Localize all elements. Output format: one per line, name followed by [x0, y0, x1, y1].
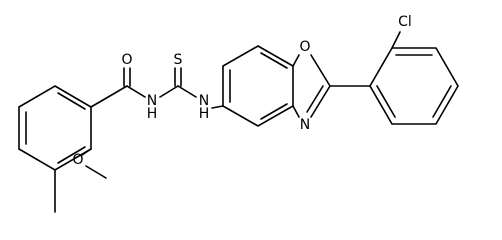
bond: [432, 85, 452, 118]
atom-label: O: [299, 39, 310, 55]
bond: [306, 85, 324, 113]
bond: [292, 105, 300, 118]
atom-label: N: [199, 93, 209, 109]
atom-labels: O H N S H N O N Cl O: [72, 14, 411, 168]
atom-label: O: [121, 52, 132, 68]
atom-label: H: [199, 106, 210, 122]
bond: [57, 92, 86, 110]
atom-label: N: [300, 117, 310, 133]
bond: [391, 31, 401, 49]
bonds: [18, 31, 459, 213]
bond: [292, 54, 300, 67]
bond: [260, 52, 288, 69]
bond: [57, 146, 86, 164]
atom-label: O: [72, 152, 83, 168]
bond: [81, 148, 92, 156]
bond: [310, 54, 331, 87]
bond: [126, 85, 146, 98]
bond: [85, 165, 107, 179]
atom-label: H: [147, 106, 158, 122]
molecule-diagram: O H N S H N O N Cl O: [18, 14, 459, 213]
atom-label: N: [147, 93, 157, 109]
bond: [260, 103, 288, 120]
atom-label: Cl: [398, 14, 412, 30]
bond: [211, 105, 224, 109]
bond: [376, 85, 396, 118]
bond: [177, 85, 197, 98]
ring: [222, 45, 294, 127]
bond: [90, 85, 128, 108]
bond: [159, 85, 179, 98]
bond: [310, 85, 331, 118]
ring: [369, 47, 459, 125]
atom-label: S: [174, 52, 183, 68]
